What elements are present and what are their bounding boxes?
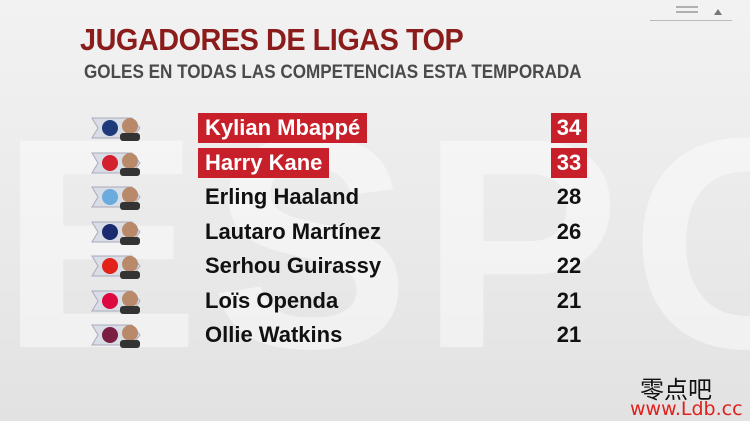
badge-icon bbox=[91, 186, 141, 210]
badge-icon bbox=[91, 255, 141, 279]
player-name: Kylian Mbappé bbox=[198, 113, 368, 143]
club-badge bbox=[88, 114, 146, 142]
goals: 28 bbox=[556, 184, 582, 209]
goals: 21 bbox=[556, 322, 582, 347]
badge-icon bbox=[91, 117, 141, 141]
badge-icon bbox=[91, 324, 141, 348]
badge-icon bbox=[91, 290, 141, 314]
table-row: Ollie Watkins 21 bbox=[0, 318, 750, 352]
subtitle: GOLES EN TODAS LAS COMPETENCIAS ESTA TEM… bbox=[84, 62, 582, 83]
table-row: Erling Haaland 28 bbox=[0, 180, 750, 214]
table-row: Loïs Openda 21 bbox=[0, 284, 750, 318]
badge-icon bbox=[91, 152, 141, 176]
club-badge bbox=[88, 252, 146, 280]
goals: 34 bbox=[551, 113, 587, 143]
player-name: Ollie Watkins bbox=[205, 322, 343, 347]
table-row: Kylian Mbappé 34 bbox=[0, 111, 750, 145]
player-name: Harry Kane bbox=[198, 147, 330, 178]
top-bar bbox=[650, 0, 732, 21]
club-badge bbox=[88, 183, 146, 211]
goals: 21 bbox=[556, 287, 582, 313]
player-name: Erling Haaland bbox=[205, 184, 360, 209]
watermark-url: www.Ldb.cc bbox=[630, 398, 743, 420]
table-row: Harry Kane 33 bbox=[0, 146, 750, 180]
table-row: Serhou Guirassy 22 bbox=[0, 249, 750, 283]
goals: 33 bbox=[551, 147, 587, 178]
watermark-name: 零点吧 bbox=[640, 376, 712, 404]
club-badge bbox=[88, 149, 146, 177]
player-name: Loïs Openda bbox=[205, 287, 339, 313]
menu-icons bbox=[676, 6, 722, 15]
badge-icon bbox=[91, 221, 141, 245]
player-name: Serhou Guirassy bbox=[205, 253, 382, 278]
goals: 26 bbox=[556, 218, 582, 244]
player-name: Lautaro Martínez bbox=[205, 218, 382, 244]
club-badge bbox=[88, 287, 146, 315]
club-badge bbox=[88, 218, 146, 246]
title: JUGADORES DE LIGAS TOP bbox=[80, 22, 464, 57]
table-row: Lautaro Martínez 26 bbox=[0, 215, 750, 249]
goals: 22 bbox=[556, 253, 582, 278]
club-badge bbox=[88, 321, 146, 349]
